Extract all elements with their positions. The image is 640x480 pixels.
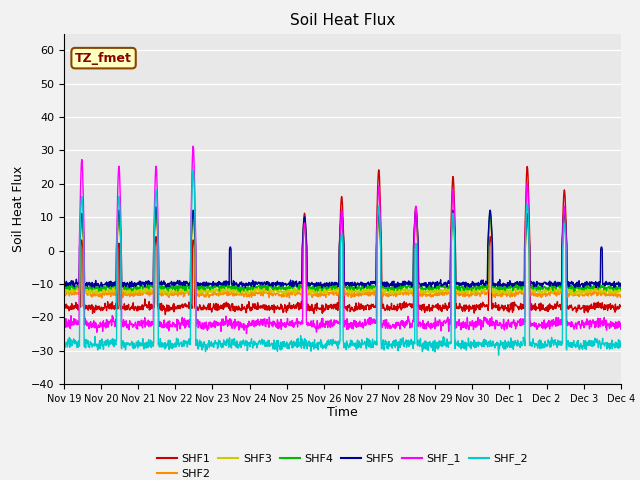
SHF_2 xyxy=(183,338,191,344)
SHF4 xyxy=(520,283,528,289)
SHF1 xyxy=(184,304,191,310)
SHF3 xyxy=(184,287,191,292)
SHF3 xyxy=(293,288,301,294)
SHF5 xyxy=(617,284,625,289)
SHF1 xyxy=(279,310,287,315)
SHF1 xyxy=(617,303,625,309)
Line: SHF4: SHF4 xyxy=(64,210,621,292)
SHF3 xyxy=(280,289,287,295)
SHF_1 xyxy=(183,319,191,324)
Line: SHF3: SHF3 xyxy=(64,214,621,295)
SHF_2 xyxy=(279,339,287,345)
Title: Soil Heat Flux: Soil Heat Flux xyxy=(290,13,395,28)
SHF5 xyxy=(279,280,287,286)
SHF3 xyxy=(164,292,172,298)
Line: SHF_1: SHF_1 xyxy=(64,146,621,334)
Y-axis label: Soil Heat Flux: Soil Heat Flux xyxy=(12,166,25,252)
X-axis label: Time: Time xyxy=(327,407,358,420)
SHF_1 xyxy=(617,326,625,332)
SHF3 xyxy=(429,289,436,295)
SHF_2 xyxy=(292,343,300,348)
Line: SHF2: SHF2 xyxy=(64,216,621,298)
SHF_1 xyxy=(293,316,301,322)
SHF5 xyxy=(184,280,191,286)
SHF5 xyxy=(520,282,528,288)
Line: SHF5: SHF5 xyxy=(64,207,621,288)
SHF5 xyxy=(152,204,160,210)
SHF1 xyxy=(60,304,68,310)
SHF4 xyxy=(60,286,68,292)
SHF2 xyxy=(98,295,106,301)
SHF5 xyxy=(429,282,436,288)
SHF4 xyxy=(184,284,191,289)
SHF4 xyxy=(293,284,301,290)
SHF_2 xyxy=(60,348,68,353)
SHF_1 xyxy=(243,331,250,336)
SHF2 xyxy=(568,292,576,298)
SHF3 xyxy=(152,211,160,216)
SHF1 xyxy=(524,164,531,169)
SHF5 xyxy=(292,278,300,284)
SHF4 xyxy=(429,287,436,293)
SHF_1 xyxy=(520,318,528,324)
SHF_1 xyxy=(429,321,436,327)
SHF3 xyxy=(617,287,625,292)
SHF_2 xyxy=(495,352,502,358)
SHF1 xyxy=(568,305,576,311)
SHF_2 xyxy=(520,337,528,343)
Legend: SHF1, SHF2, SHF3, SHF4, SHF5, SHF_1, SHF_2: SHF1, SHF2, SHF3, SHF4, SHF5, SHF_1, SHF… xyxy=(153,449,532,480)
SHF_1 xyxy=(189,144,197,149)
SHF4 xyxy=(280,286,287,292)
Line: SHF1: SHF1 xyxy=(64,167,621,314)
SHF2 xyxy=(60,290,68,296)
SHF4 xyxy=(617,287,625,292)
SHF2 xyxy=(152,214,160,219)
Line: SHF_2: SHF_2 xyxy=(64,170,621,355)
SHF5 xyxy=(568,281,576,287)
SHF4 xyxy=(237,289,244,295)
SHF4 xyxy=(568,286,576,292)
SHF_1 xyxy=(60,322,68,327)
SHF2 xyxy=(293,290,301,296)
SHF2 xyxy=(429,292,436,298)
SHF1 xyxy=(428,308,436,313)
SHF_1 xyxy=(280,323,287,329)
SHF3 xyxy=(60,289,68,295)
SHF2 xyxy=(280,291,287,297)
SHF_2 xyxy=(617,344,625,350)
SHF3 xyxy=(568,287,576,292)
SHF_1 xyxy=(568,319,576,325)
SHF1 xyxy=(292,305,300,311)
SHF_2 xyxy=(428,340,436,346)
SHF4 xyxy=(152,207,160,213)
SHF5 xyxy=(60,281,68,287)
SHF1 xyxy=(161,312,169,317)
SHF2 xyxy=(520,290,528,296)
SHF3 xyxy=(520,289,528,295)
SHF5 xyxy=(352,285,360,291)
SHF_2 xyxy=(189,167,197,173)
SHF2 xyxy=(184,289,191,295)
SHF2 xyxy=(617,294,625,300)
SHF1 xyxy=(520,305,527,311)
Text: TZ_fmet: TZ_fmet xyxy=(75,52,132,65)
SHF_2 xyxy=(568,345,576,350)
